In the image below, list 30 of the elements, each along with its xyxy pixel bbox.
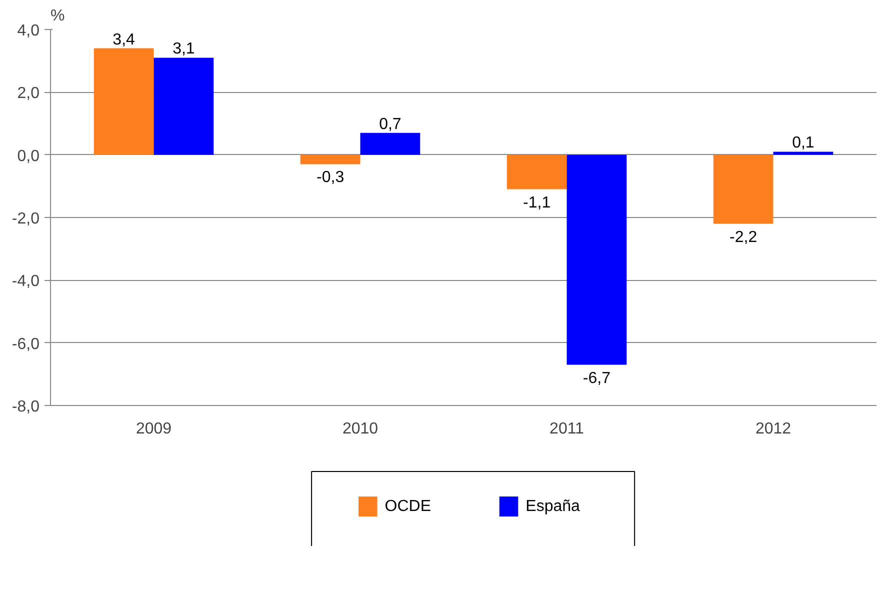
bar xyxy=(94,48,154,155)
data-label: -2,2 xyxy=(730,228,758,246)
y-axis-title: % xyxy=(50,8,65,24)
data-label: 3,4 xyxy=(112,31,136,48)
data-label: 0,1 xyxy=(792,134,814,152)
data-label: -6,7 xyxy=(582,370,611,387)
bar xyxy=(713,154,774,224)
bar xyxy=(300,154,360,164)
bar xyxy=(360,132,420,155)
data-label: -1,1 xyxy=(523,194,551,212)
data-label: 3,1 xyxy=(172,40,195,58)
bar xyxy=(506,154,567,190)
y-tick-label: -6,0 xyxy=(12,336,40,353)
bar xyxy=(566,154,627,365)
y-tick-label: -2,0 xyxy=(12,210,40,228)
x-tick-label: 2012 xyxy=(755,420,792,438)
y-tick-label: 2,0 xyxy=(17,85,40,102)
x-tick-label: 2011 xyxy=(550,420,584,438)
bar xyxy=(773,152,834,155)
legend-label: OCDE xyxy=(384,498,432,515)
x-tick-label: 2010 xyxy=(342,420,378,438)
y-tick-label: 4,0 xyxy=(17,22,40,40)
y-tick-label: -4,0 xyxy=(12,273,40,290)
y-tick-label: 0,0 xyxy=(17,148,40,165)
x-tick-label: 2009 xyxy=(136,420,172,438)
legend-label: España xyxy=(526,498,580,515)
bar xyxy=(154,58,214,155)
data-label: -0,3 xyxy=(316,169,344,186)
data-label: 0,7 xyxy=(379,116,402,133)
y-tick-label: -8,0 xyxy=(12,398,40,416)
